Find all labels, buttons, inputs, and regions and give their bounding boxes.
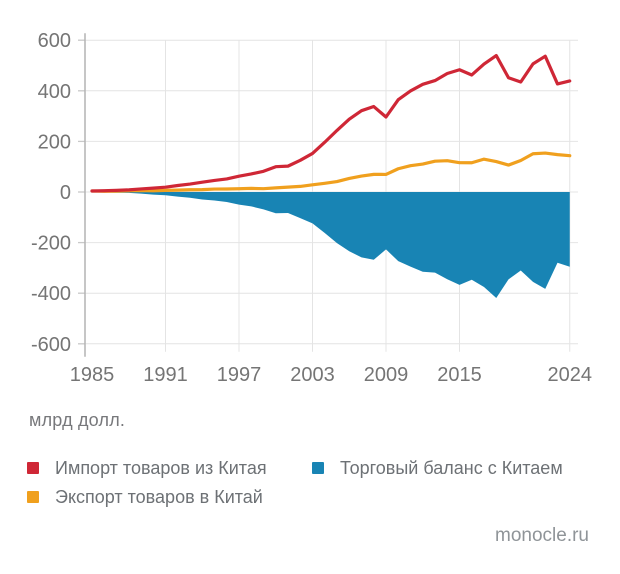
export-line — [90, 151, 572, 193]
legend: Импорт товаров из Китая Торговый баланс … — [27, 457, 563, 508]
legend-label-balance: Торговый баланс с Китаем — [340, 457, 563, 478]
legend-item-import: Импорт товаров из Китая — [27, 457, 312, 479]
y-tick-label: 600 — [38, 30, 71, 52]
y-tick-label: -600 — [31, 334, 71, 356]
import-line — [90, 53, 572, 193]
y-tick-label: 400 — [38, 81, 71, 103]
x-tick-label: 2015 — [437, 364, 482, 386]
import-swatch — [27, 462, 39, 474]
source-watermark: monocle.ru — [495, 525, 589, 546]
legend-item-balance: Торговый баланс с Китаем — [312, 457, 563, 479]
y-tick-label: 200 — [38, 131, 71, 153]
legend-label-import: Импорт товаров из Китая — [55, 457, 267, 478]
x-tick-label: 1997 — [217, 364, 262, 386]
balance-area — [92, 192, 570, 299]
balance-swatch — [312, 462, 324, 474]
units-note: млрд долл. — [29, 410, 126, 430]
x-tick-label: 1985 — [70, 364, 115, 386]
x-tick-label: 1991 — [143, 364, 188, 386]
x-tick-label: 2024 — [548, 364, 593, 386]
legend-label-export: Экспорт товаров в Китай — [55, 486, 263, 507]
x-tick-label: 2003 — [290, 364, 335, 386]
y-tick-label: -200 — [31, 233, 71, 255]
trade-balance-chart: 600 400 200 0 -200 -400 -600 1985 1991 1997 2003 20… — [31, 30, 593, 386]
x-tick-label: 2009 — [364, 364, 409, 386]
legend-item-export: Экспорт товаров в Китай — [27, 486, 312, 508]
export-swatch — [27, 491, 39, 503]
y-tick-label: -400 — [31, 283, 71, 305]
y-tick-label: 0 — [60, 182, 71, 204]
